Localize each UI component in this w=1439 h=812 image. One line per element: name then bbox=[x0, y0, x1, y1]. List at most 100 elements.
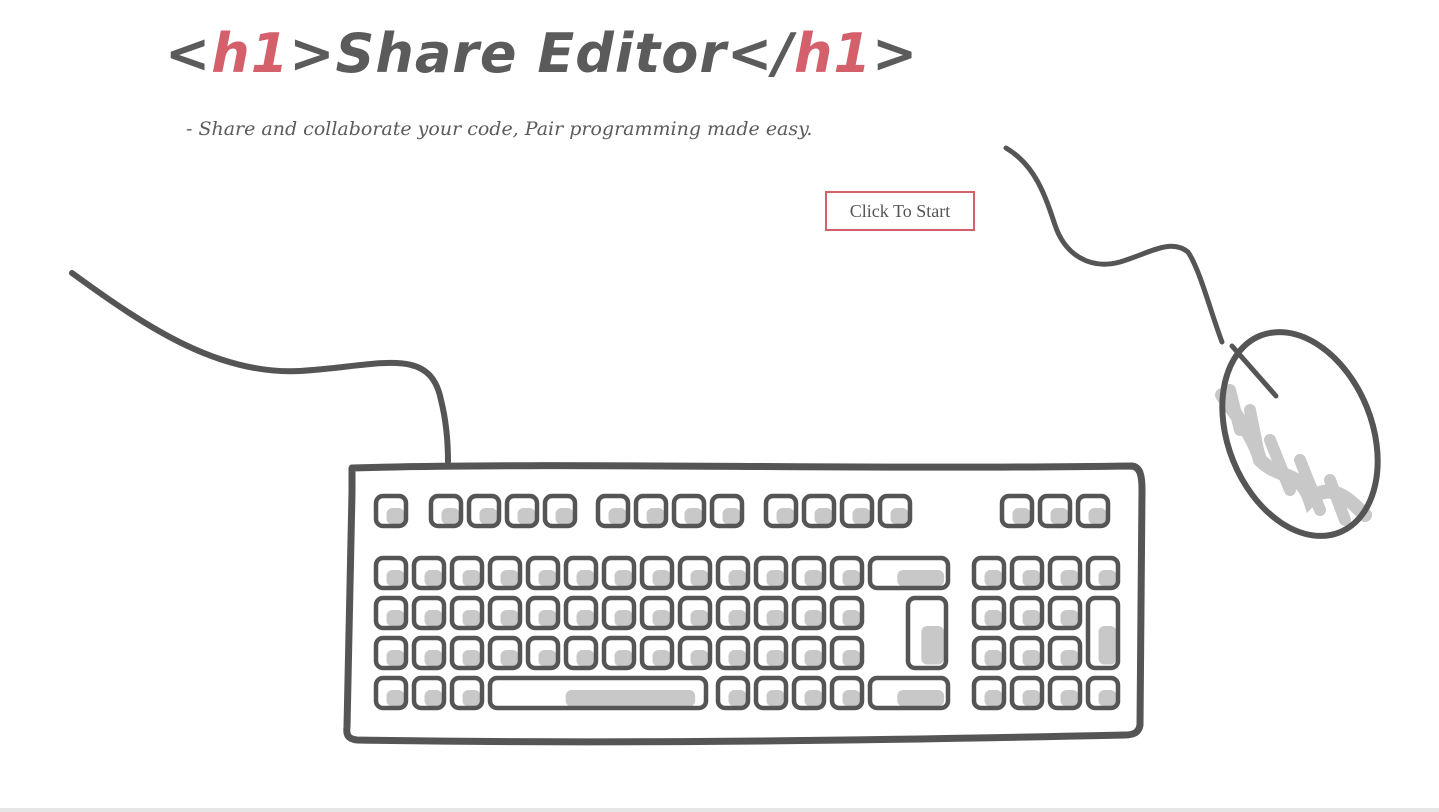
footer-divider bbox=[0, 808, 1439, 812]
key bbox=[867, 555, 951, 591]
key-shade bbox=[1060, 570, 1079, 587]
key bbox=[1085, 675, 1121, 711]
key-shade bbox=[614, 650, 633, 667]
key bbox=[1009, 675, 1045, 711]
key bbox=[373, 493, 409, 529]
mouse-cable bbox=[1003, 145, 1225, 345]
key bbox=[449, 595, 485, 631]
key-shade bbox=[814, 508, 833, 525]
key-shade bbox=[424, 570, 443, 587]
key bbox=[1009, 555, 1045, 591]
key bbox=[525, 555, 561, 591]
key bbox=[373, 555, 409, 591]
key bbox=[715, 555, 751, 591]
key bbox=[753, 635, 789, 671]
key-shade bbox=[1012, 508, 1031, 525]
keyboard-keys bbox=[373, 493, 1121, 711]
key-shade bbox=[462, 690, 481, 707]
key bbox=[791, 635, 827, 671]
key-shade bbox=[766, 690, 785, 707]
key bbox=[639, 635, 675, 671]
key bbox=[999, 493, 1035, 529]
key bbox=[449, 555, 485, 591]
key-shade bbox=[576, 570, 595, 587]
key-shade bbox=[538, 610, 557, 627]
key bbox=[763, 493, 799, 529]
mouse-icon bbox=[1215, 329, 1381, 539]
key-shade bbox=[804, 570, 823, 587]
key-shade bbox=[608, 508, 627, 525]
key bbox=[373, 595, 409, 631]
key-shade bbox=[690, 570, 709, 587]
tagline: - Share and collaborate your code, Pair … bbox=[186, 118, 813, 140]
key-shade bbox=[1060, 610, 1079, 627]
key bbox=[487, 675, 709, 711]
key-shade bbox=[1060, 690, 1079, 707]
key-shade bbox=[1022, 610, 1041, 627]
key bbox=[715, 675, 751, 711]
key bbox=[677, 595, 713, 631]
key-shade bbox=[462, 650, 481, 667]
key-shade bbox=[728, 690, 747, 707]
key-shade bbox=[462, 610, 481, 627]
key-shade bbox=[842, 610, 861, 627]
key bbox=[1009, 595, 1045, 631]
key bbox=[753, 555, 789, 591]
key-shade bbox=[897, 570, 945, 587]
key bbox=[791, 595, 827, 631]
key-shade bbox=[852, 508, 871, 525]
key bbox=[466, 493, 502, 529]
key bbox=[449, 635, 485, 671]
keyboard-icon bbox=[343, 462, 1146, 746]
key bbox=[801, 493, 837, 529]
key bbox=[1047, 675, 1083, 711]
key bbox=[1037, 493, 1073, 529]
key bbox=[1075, 493, 1111, 529]
keyboard-cable bbox=[69, 270, 451, 465]
key bbox=[1009, 635, 1045, 671]
key bbox=[829, 675, 865, 711]
key-shade bbox=[652, 610, 671, 627]
key-shade bbox=[984, 690, 1003, 707]
key bbox=[449, 675, 485, 711]
key bbox=[601, 635, 637, 671]
key-shade bbox=[386, 508, 405, 525]
key bbox=[677, 635, 713, 671]
key-shade bbox=[1050, 508, 1069, 525]
key-shade bbox=[538, 570, 557, 587]
key bbox=[829, 555, 865, 591]
key-shade bbox=[842, 650, 861, 667]
key bbox=[905, 595, 949, 671]
key-shade bbox=[984, 610, 1003, 627]
key-shade bbox=[1060, 650, 1079, 667]
start-button[interactable]: Click To Start bbox=[825, 191, 975, 231]
key bbox=[877, 493, 913, 529]
key-shade bbox=[766, 650, 785, 667]
key bbox=[1047, 595, 1083, 631]
key-shade bbox=[1022, 570, 1041, 587]
key-shade bbox=[441, 508, 460, 525]
key bbox=[709, 493, 745, 529]
key-shade bbox=[424, 650, 443, 667]
key bbox=[601, 555, 637, 591]
key bbox=[504, 493, 540, 529]
key bbox=[715, 635, 751, 671]
key-shade bbox=[614, 610, 633, 627]
key bbox=[487, 555, 523, 591]
key-shade bbox=[766, 570, 785, 587]
key bbox=[1047, 635, 1083, 671]
key bbox=[411, 635, 447, 671]
key bbox=[753, 675, 789, 711]
key bbox=[601, 595, 637, 631]
key-shade bbox=[842, 690, 861, 707]
key-shade bbox=[652, 570, 671, 587]
key bbox=[487, 595, 523, 631]
title-open-left: < bbox=[165, 22, 212, 85]
key bbox=[753, 595, 789, 631]
key-shade bbox=[984, 570, 1003, 587]
key bbox=[791, 675, 827, 711]
key bbox=[829, 595, 865, 631]
key-shade bbox=[921, 626, 945, 665]
key-shade bbox=[652, 650, 671, 667]
